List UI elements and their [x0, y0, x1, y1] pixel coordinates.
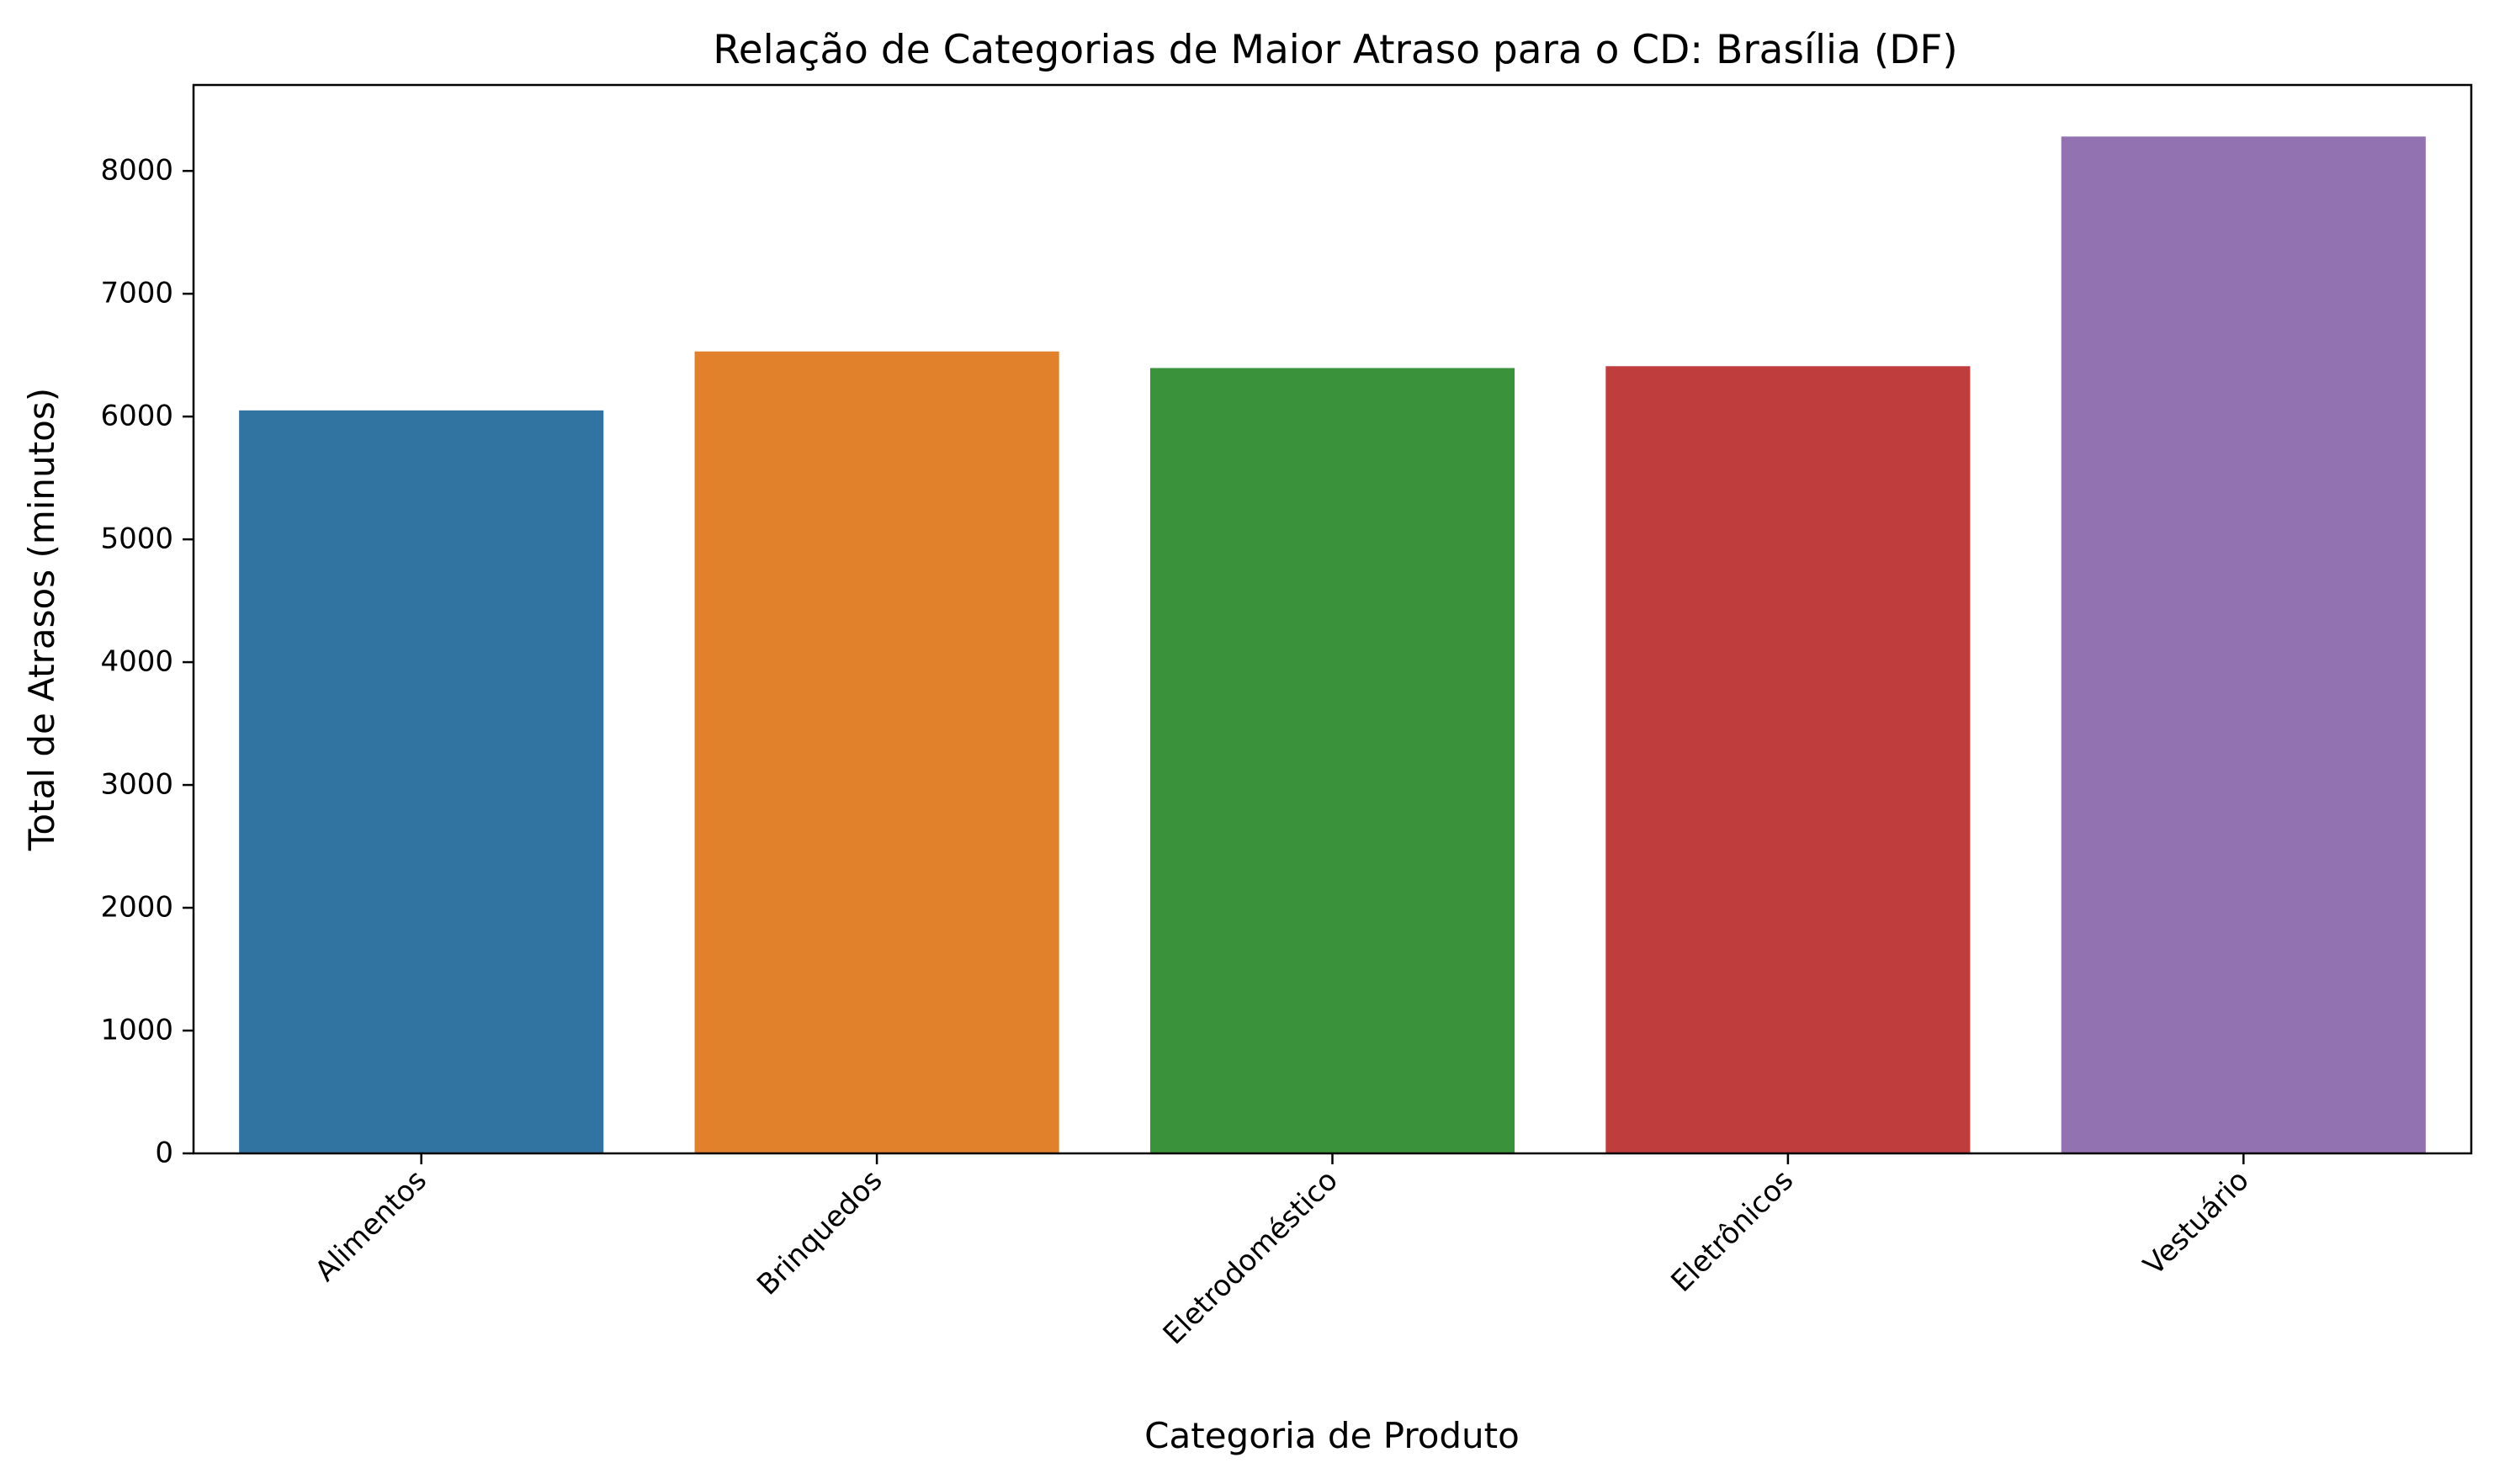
x-tick-label: Brinquedos: [751, 1163, 889, 1301]
chart-title: Relação de Categorias de Maior Atraso pa…: [713, 27, 1958, 73]
bars-group: [239, 136, 2426, 1154]
x-tick-label: Eletrodoméstico: [1157, 1163, 1345, 1351]
bar-alimentos: [239, 410, 604, 1154]
bar-eletronicos: [1605, 366, 1971, 1153]
y-tick-label: 4000: [100, 645, 173, 679]
bar-brinquedos: [694, 351, 1059, 1153]
x-tick-label: Vestuário: [2137, 1163, 2256, 1282]
bar-eletrodomestico: [1149, 368, 1515, 1154]
y-tick-label: 3000: [100, 768, 173, 802]
x-tick-label: Alimentos: [309, 1163, 433, 1288]
bar-vestuario: [2061, 136, 2426, 1153]
y-tick-label: 0: [155, 1137, 173, 1170]
x-axis-label: Categoria de Produto: [1144, 1415, 1520, 1456]
y-tick-label: 7000: [100, 277, 173, 310]
y-axis: 0 1000 2000 3000 4000 5000 6000 7000 8000: [100, 154, 194, 1170]
y-tick-label: 8000: [100, 154, 173, 188]
y-tick-label: 1000: [100, 1014, 173, 1047]
x-tick-label: Eletrônicos: [1664, 1163, 1800, 1299]
x-axis: Alimentos Brinquedos Eletrodoméstico Eletrô…: [309, 1153, 2256, 1351]
y-tick-label: 2000: [100, 891, 173, 925]
y-tick-label: 6000: [100, 400, 173, 433]
y-tick-label: 5000: [100, 522, 173, 556]
y-axis-label: Total de Atrasos (minutos): [21, 388, 62, 851]
